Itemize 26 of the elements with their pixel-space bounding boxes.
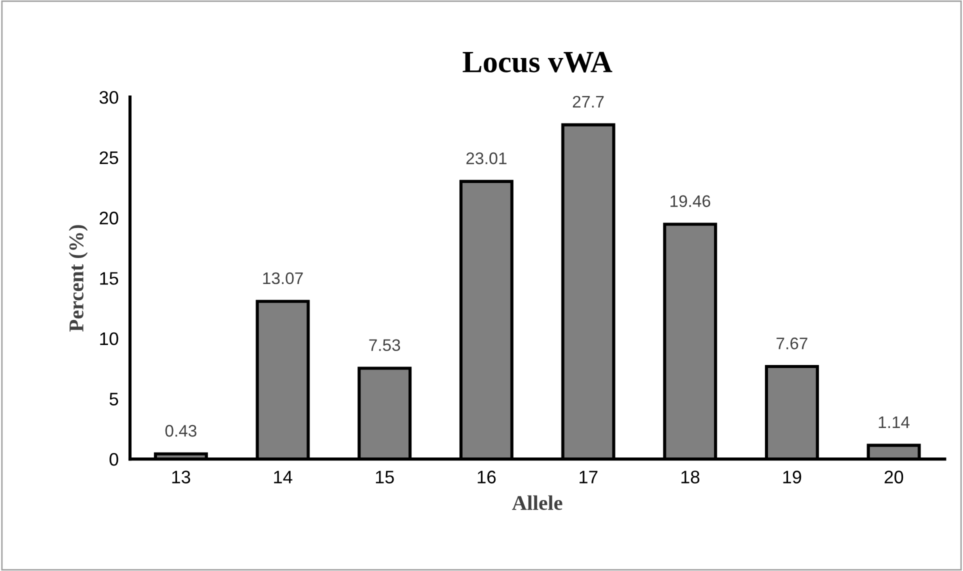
y-tick-label: 15 (100, 272, 118, 285)
y-tick-label: 25 (100, 151, 118, 164)
data-label: 0.43 (165, 424, 196, 437)
chart-title: Locus vWA (462, 52, 612, 73)
data-label: 23.01 (466, 152, 506, 164)
data-label: 7.53 (369, 339, 400, 352)
x-tick-label: 13 (172, 470, 190, 484)
y-tick-label: 0 (110, 453, 118, 466)
data-label: 19.46 (670, 195, 710, 208)
data-label: 27.7 (572, 96, 604, 108)
x-tick-label: 16 (478, 470, 496, 484)
x-tick-label: 19 (783, 470, 802, 484)
y-tick-label: 5 (110, 392, 118, 406)
y-axis-title: Percent (%) (68, 225, 88, 332)
data-label: 1.14 (878, 416, 910, 428)
data-label: 7.67 (776, 338, 808, 350)
x-tick-label: 17 (580, 470, 598, 484)
x-tick-label: 14 (274, 470, 292, 484)
y-tick-label: 20 (100, 212, 118, 224)
x-axis-title: Allele (512, 495, 562, 510)
y-tick-label: 10 (100, 332, 118, 346)
x-tick-label: 15 (376, 470, 394, 484)
x-tick-label: 20 (884, 470, 904, 484)
y-tick-label: 30 (100, 91, 118, 104)
data-label: 13.07 (263, 272, 303, 284)
x-tick-label: 18 (681, 470, 700, 484)
